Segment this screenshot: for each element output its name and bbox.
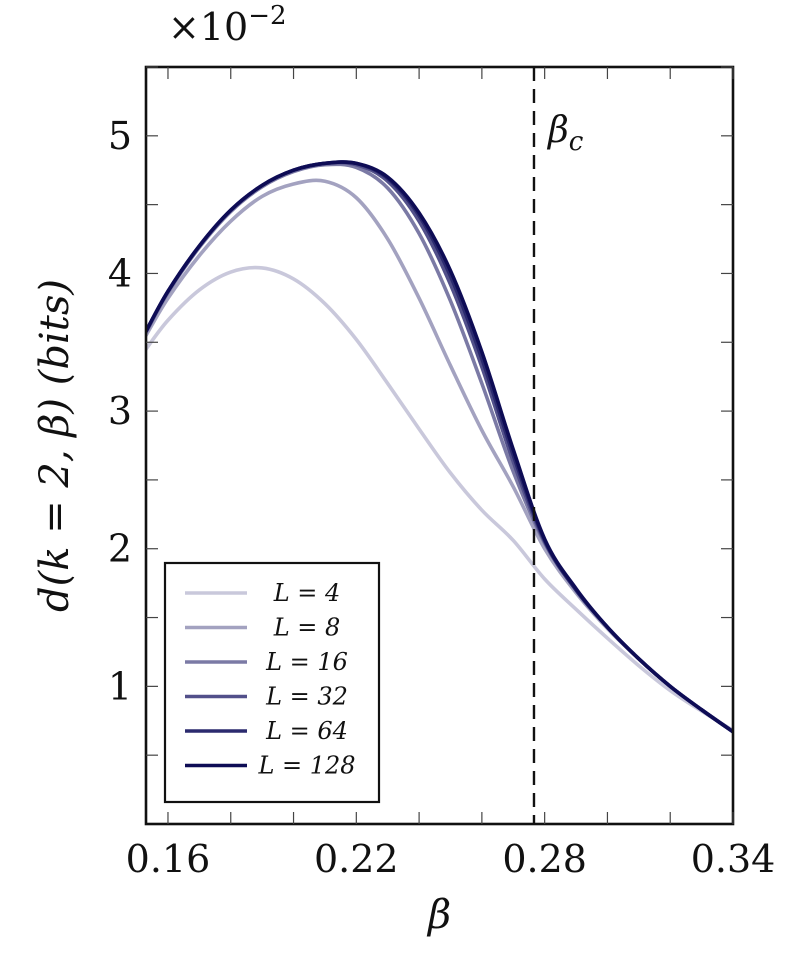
x-tick-label-1: 0.22 <box>314 837 399 881</box>
critical-beta-subscript: c <box>569 127 584 157</box>
legend: L = 4 L = 8 L = 16 L = 32 L = 64 L = 128 <box>163 561 381 804</box>
y-axis-label: d(k = 2, β) (bits) <box>32 279 78 612</box>
legend-box <box>163 561 381 804</box>
tick-label-layer: 0.16 0.22 0.28 0.34 1 2 3 4 5 <box>108 114 775 881</box>
y-multiplier-label: ×10−2 <box>168 1 287 49</box>
legend-label-2: L = 16 <box>265 648 348 676</box>
x-tick-label-3: 0.34 <box>691 837 776 881</box>
legend-label-1: L = 8 <box>273 614 341 642</box>
multiplier-base: ×10 <box>168 5 248 49</box>
multiplier-exponent: −2 <box>248 1 286 31</box>
critical-beta-label: βc <box>546 110 584 157</box>
critical-beta-symbol: β <box>546 110 569 151</box>
series-line-0 <box>146 265 733 733</box>
y-tick-label-0: 1 <box>108 664 132 708</box>
y-tick-label-2: 3 <box>108 389 132 433</box>
x-tick-label-2: 0.28 <box>502 837 587 881</box>
y-tick-label-3: 4 <box>108 251 132 295</box>
tick-layer <box>146 66 734 824</box>
legend-label-5: L = 128 <box>257 752 355 780</box>
x-axis-label: β <box>426 892 451 938</box>
x-tick-label-0: 0.16 <box>126 837 211 881</box>
y-tick-label-1: 2 <box>108 527 132 571</box>
series-line-5 <box>146 160 733 734</box>
legend-label-0: L = 4 <box>273 579 341 607</box>
legend-label-3: L = 32 <box>265 683 348 711</box>
legend-label-4: L = 64 <box>265 717 348 745</box>
y-tick-label-4: 5 <box>108 114 132 158</box>
series-layer <box>146 160 733 734</box>
annotation-layer: βc <box>532 67 584 824</box>
plot-frame <box>144 65 735 826</box>
